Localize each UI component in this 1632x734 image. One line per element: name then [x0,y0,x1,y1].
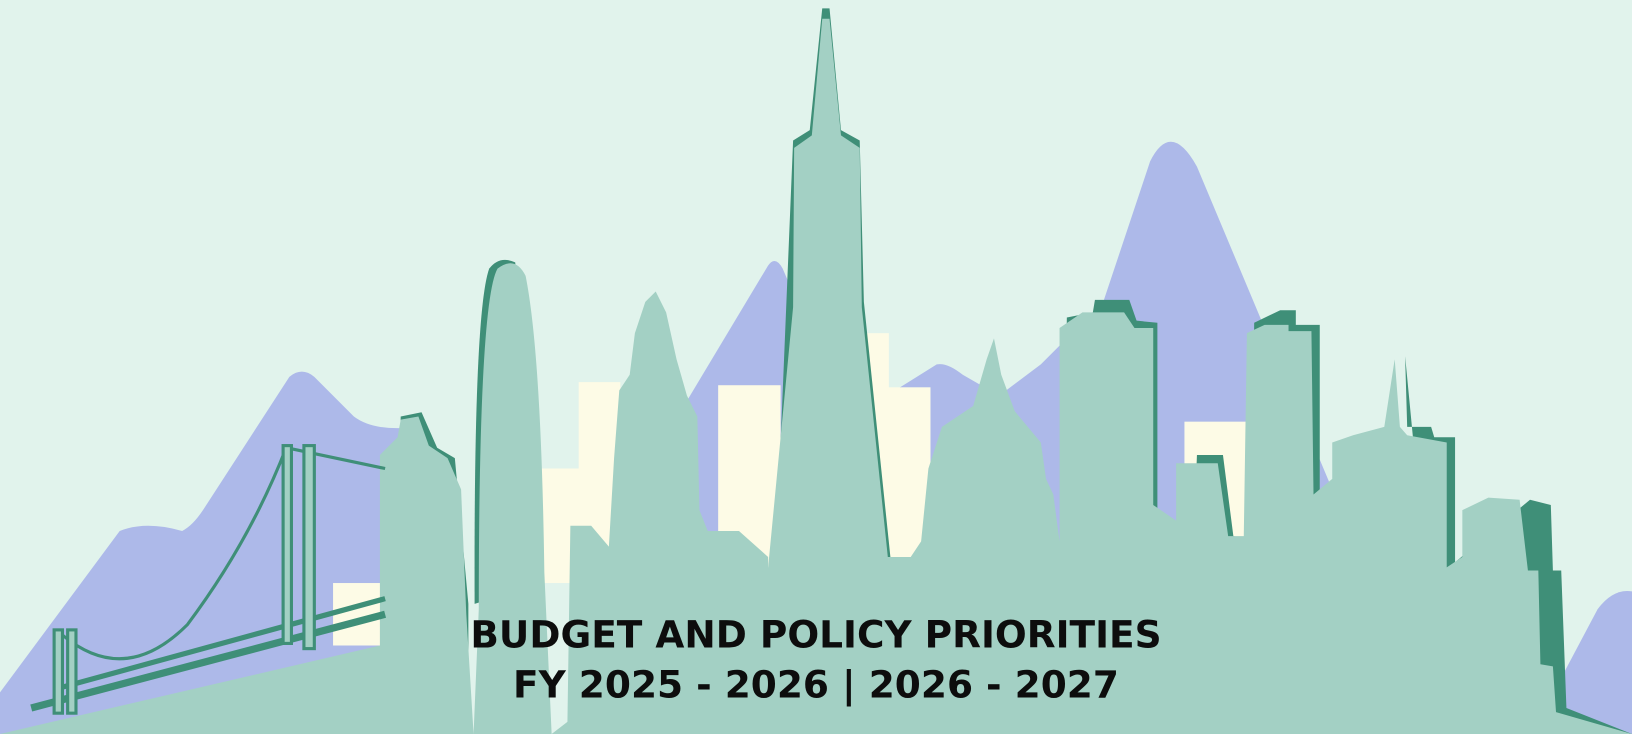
buildings [0,18,1632,734]
title-line-1: BUDGET AND POLICY PRIORITIES [470,613,1161,657]
bridge [30,444,387,715]
title-line-2: FY 2025 - 2026 | 2026 - 2027 [513,663,1119,708]
mountain [1550,590,1632,734]
